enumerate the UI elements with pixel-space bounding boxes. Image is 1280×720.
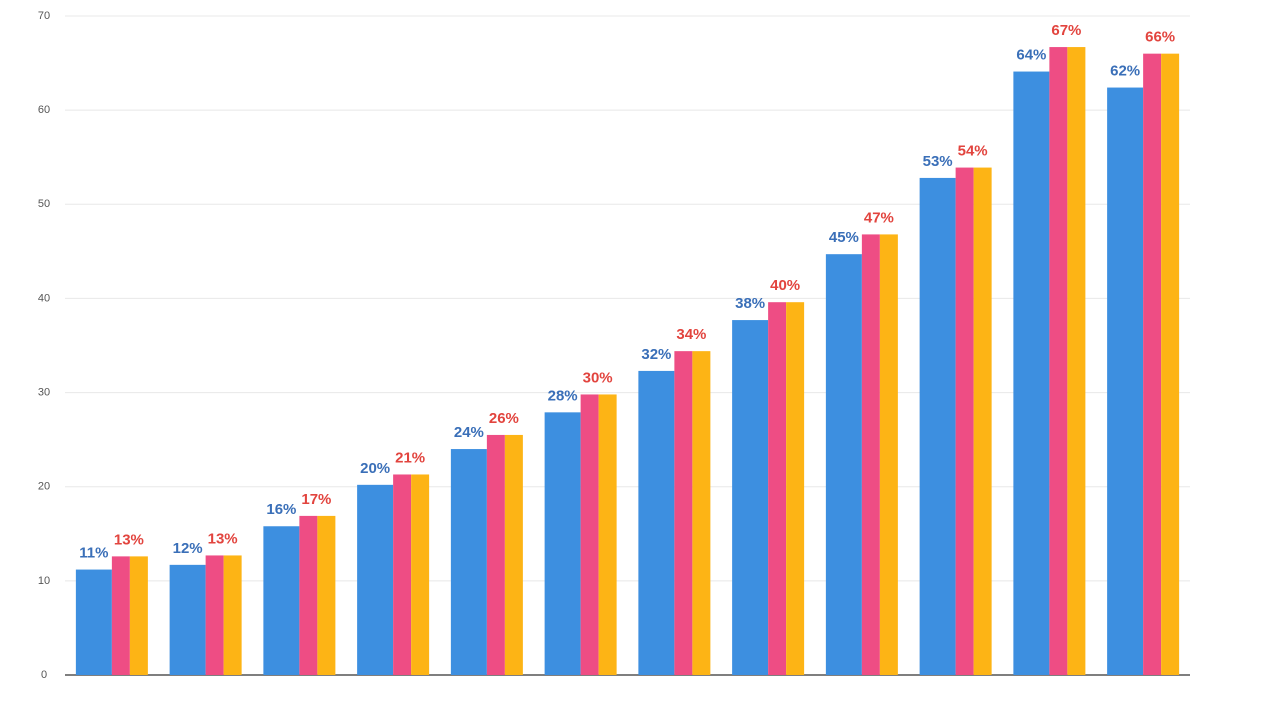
bar: [674, 351, 693, 675]
bar: [598, 394, 617, 675]
bar: [1067, 47, 1086, 676]
bar: [450, 449, 487, 675]
value-label: 11%: [79, 545, 108, 562]
value-label: 26%: [489, 410, 519, 427]
y-tick-label: 60: [38, 104, 50, 116]
bar: [1049, 47, 1068, 676]
value-label: 54%: [958, 143, 988, 160]
bar: [1143, 53, 1162, 675]
bar: [169, 564, 206, 675]
y-tick-label: 10: [38, 575, 50, 587]
bar: [129, 556, 148, 675]
y-tick-label: 70: [38, 10, 50, 22]
value-label: 38%: [735, 295, 765, 312]
y-tick-label: 30: [38, 386, 50, 398]
value-label: 13%: [208, 530, 238, 547]
value-label: 40%: [770, 277, 800, 294]
value-label: 12%: [173, 540, 203, 557]
bar: [692, 351, 711, 675]
bar: [580, 394, 599, 675]
bar: [299, 515, 318, 675]
value-label: 17%: [301, 491, 331, 508]
bar: [768, 302, 787, 675]
bar: [1161, 53, 1180, 675]
bar: [919, 177, 956, 675]
bar: [393, 474, 412, 675]
y-tick-label: 50: [38, 198, 50, 210]
bar: [879, 234, 898, 675]
value-label: 45%: [829, 229, 859, 246]
y-tick-label: 0: [41, 669, 47, 681]
bar: [205, 555, 224, 675]
bar: [223, 555, 242, 675]
bar: [1107, 87, 1144, 675]
value-label: 47%: [864, 209, 894, 226]
bar: [1013, 71, 1050, 675]
bar: [732, 320, 769, 675]
value-label: 67%: [1051, 22, 1081, 39]
value-label: 24%: [454, 424, 484, 441]
value-label: 64%: [1016, 47, 1046, 64]
value-label: 34%: [676, 326, 706, 343]
y-tick-label: 40: [38, 292, 50, 304]
value-label: 28%: [548, 387, 578, 404]
bar: [504, 434, 523, 675]
value-label: 53%: [923, 153, 953, 170]
bar: [411, 474, 430, 675]
bar: [638, 370, 675, 675]
bar: [955, 167, 974, 675]
bar: [861, 234, 880, 675]
bar: [357, 484, 394, 675]
bar: [973, 167, 992, 675]
bar: [317, 515, 336, 675]
value-label: 62%: [1110, 63, 1140, 80]
bar: [486, 434, 505, 675]
bar: [544, 412, 581, 675]
bar: [786, 302, 805, 675]
value-label: 20%: [360, 460, 390, 477]
bar: [263, 526, 300, 675]
bar: [111, 556, 130, 675]
value-label: 21%: [395, 449, 425, 466]
bar: [75, 569, 112, 675]
value-label: 16%: [266, 501, 296, 518]
value-label: 30%: [583, 369, 613, 386]
value-label: 13%: [114, 531, 144, 548]
value-label: 32%: [641, 346, 671, 363]
y-tick-label: 20: [38, 481, 50, 493]
value-label: 66%: [1145, 29, 1175, 46]
bar: [825, 254, 862, 675]
